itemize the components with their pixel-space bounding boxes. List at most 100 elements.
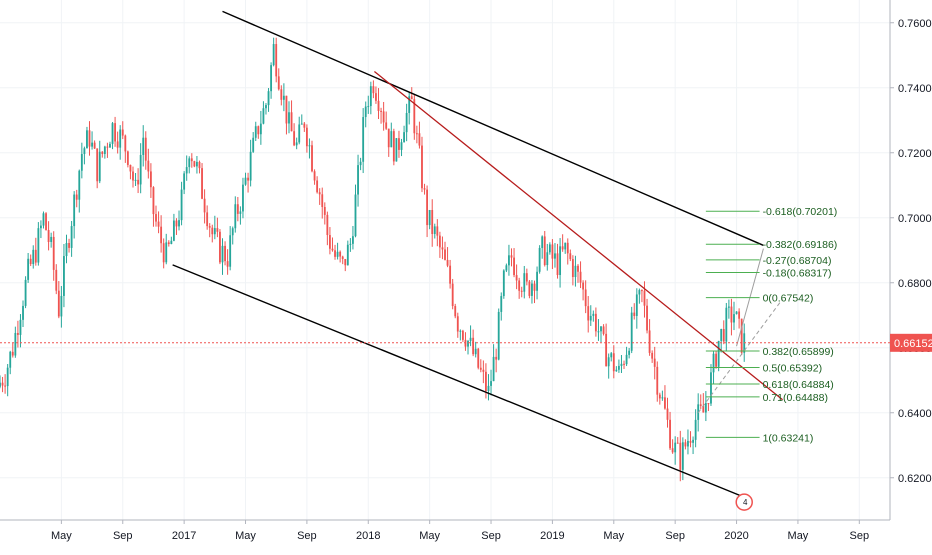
candle-body (242, 184, 244, 212)
candle-body (313, 171, 316, 181)
candle-body (22, 305, 24, 320)
candle-body (349, 243, 352, 245)
candle-body (208, 226, 211, 228)
candle-body (157, 221, 160, 227)
candle-body (508, 255, 510, 266)
candle-body (597, 331, 600, 333)
candle-body (513, 257, 515, 276)
candle-body (280, 89, 283, 100)
candle-body (116, 141, 119, 148)
candle-body (533, 283, 536, 291)
candle-body (658, 394, 661, 399)
candle-body (474, 348, 477, 355)
candle-body (121, 129, 124, 136)
candle-body (602, 326, 605, 334)
candle-body (270, 65, 273, 92)
candle-body (633, 312, 636, 316)
candle-body (185, 167, 188, 174)
candle-body (86, 130, 88, 149)
candle-body (403, 132, 406, 143)
candle-body (689, 440, 692, 443)
candle-body (607, 357, 610, 367)
candle-body (196, 161, 198, 167)
x-tick-label: 2017 (172, 530, 196, 542)
candle-body (433, 226, 436, 235)
candle-body (699, 404, 702, 406)
candle-body (610, 353, 613, 358)
candle-body (625, 354, 628, 365)
candle-body (229, 235, 232, 267)
candle-body (70, 226, 73, 248)
x-tick-label: May (788, 530, 809, 542)
candle-body (80, 154, 83, 171)
candle-body (712, 353, 715, 373)
candle-body (155, 214, 157, 222)
candle-body (738, 311, 741, 319)
candle-body (510, 255, 513, 258)
candle-body (479, 367, 482, 370)
candle-body (45, 213, 47, 231)
candle-body (400, 142, 403, 150)
x-tick-label: Sep (113, 530, 133, 542)
candle-body (96, 148, 99, 182)
candle-body (305, 127, 308, 147)
candle-body (653, 358, 656, 367)
candle-body (129, 164, 132, 172)
candle-body (259, 123, 262, 135)
candle-body (584, 289, 587, 307)
candle-body (321, 194, 324, 208)
candle-body (190, 158, 193, 162)
candle-body (541, 236, 544, 248)
candle-body (175, 220, 178, 227)
candle-body (139, 154, 142, 185)
x-tick-label: Sep (665, 530, 685, 542)
candle-body (694, 419, 697, 440)
candle-body (582, 282, 585, 290)
candle-body (428, 210, 431, 226)
candle-body (114, 123, 117, 142)
candle-body (730, 306, 733, 323)
candle-body (454, 306, 457, 317)
candle-body (167, 242, 170, 244)
candle-body (390, 131, 393, 148)
candle-body (704, 403, 707, 413)
candle-body (525, 273, 528, 282)
trend-line (374, 70, 783, 401)
candle-body (551, 244, 554, 259)
candle-body (178, 220, 180, 227)
candle-body (518, 280, 521, 291)
candle-body (600, 326, 602, 332)
candle-body (162, 243, 165, 263)
candle-body (318, 192, 321, 195)
candle-body (37, 228, 40, 263)
candle-body (505, 265, 508, 271)
x-tick-label: 2019 (540, 530, 564, 542)
candle-body (326, 214, 329, 236)
candle-body (247, 177, 249, 181)
candle-body (484, 371, 487, 391)
candle-body (536, 271, 538, 291)
projection-line (697, 298, 783, 414)
candle-body (336, 251, 339, 257)
candle-body (727, 306, 730, 308)
candle-body (646, 305, 648, 331)
candle-body (339, 251, 342, 257)
candle-body (203, 198, 206, 213)
candle-body (564, 242, 567, 250)
candle-body (109, 143, 111, 148)
candle-body (574, 265, 577, 278)
y-tick-label: 0.62000 (898, 473, 932, 485)
candle-body (733, 314, 735, 323)
candle-body (538, 247, 541, 272)
candle-body (520, 290, 523, 292)
x-tick-label: May (419, 530, 440, 542)
candle-body (331, 248, 334, 251)
fib-level-label: 0(0.67542) (763, 293, 814, 305)
candle-body (134, 179, 137, 181)
candle-body (244, 177, 247, 185)
